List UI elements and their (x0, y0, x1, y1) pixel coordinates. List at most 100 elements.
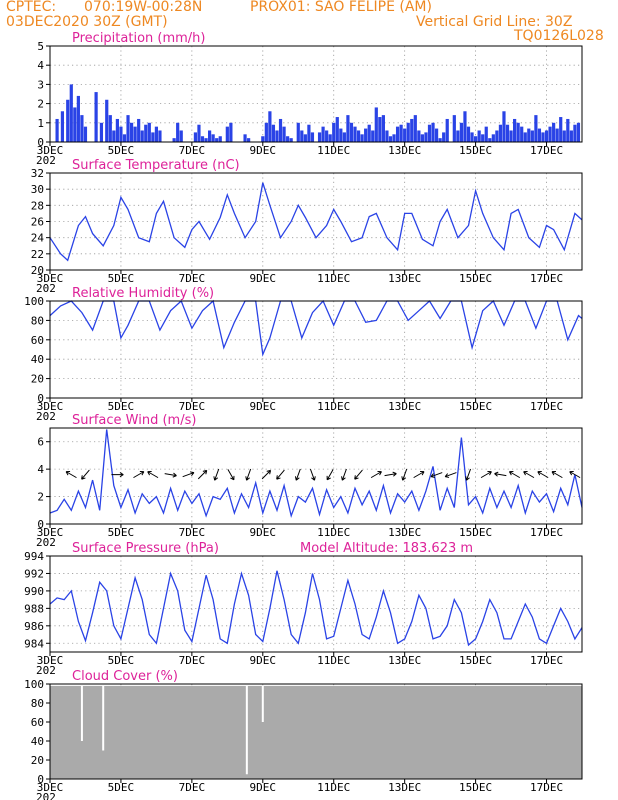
x-tick-label: 9DEC (250, 272, 277, 285)
y-tick-label: 994 (24, 550, 44, 563)
x-tick-label: 15DEC (459, 781, 492, 794)
wind-direction-arrow (494, 471, 507, 477)
panel-title: Surface Wind (m/s) (72, 413, 196, 428)
precip-bar (317, 132, 322, 142)
precip-bar (200, 136, 205, 142)
x-tick-label: 11DEC (317, 526, 350, 539)
x-tick-label: 17DEC (530, 144, 563, 157)
precip-bar (562, 130, 566, 142)
precip-bar (151, 132, 155, 142)
wind-direction-arrow (430, 472, 443, 478)
precip-bar (218, 136, 222, 142)
wind-direction-arrow (465, 468, 472, 481)
precip-bar (381, 115, 385, 142)
wind-direction-arrow (147, 471, 159, 479)
panel-frame (49, 427, 583, 525)
precip-bar (197, 124, 201, 142)
precip-bar (520, 126, 524, 142)
panel-3 (46, 427, 583, 528)
precip-bar (410, 118, 414, 142)
precip-bar (364, 128, 368, 142)
x-tick-label: 5DEC (108, 272, 135, 285)
x-tick-label: 9DEC (250, 400, 277, 413)
x-tick-label: 15DEC (459, 400, 492, 413)
precip-bar (129, 122, 134, 142)
y-tick-label: 60 (31, 334, 44, 347)
y-tick-label: 80 (31, 314, 44, 327)
precip-bar (225, 126, 229, 142)
x-tick-label: 5DEC (108, 781, 135, 794)
precip-bar (73, 107, 77, 142)
precip-bar (278, 118, 283, 142)
precip-bar (573, 124, 577, 142)
precip-bar (140, 130, 144, 142)
precip-bar (154, 126, 158, 142)
y-tick-label: 3 (37, 78, 44, 91)
precip-bar (229, 122, 233, 142)
precip-bar (491, 134, 495, 142)
y-tick-label: 990 (24, 585, 44, 598)
x-tick-label: 13DEC (388, 781, 421, 794)
precip-bar (395, 126, 400, 142)
precip-bar (356, 130, 361, 142)
panel-1 (46, 172, 583, 274)
wind-direction-arrow (480, 471, 492, 479)
precip-bar (339, 128, 343, 142)
year-stub-label: 202 (36, 282, 56, 295)
precip-bar (541, 132, 545, 142)
precip-bar (122, 134, 127, 142)
series-line (49, 299, 583, 357)
y-tick-label: 4 (37, 463, 44, 476)
x-tick-label: 7DEC (179, 144, 206, 157)
cloud-cover-area (50, 685, 582, 779)
header-org: CPTEC: (6, 0, 57, 15)
precip-bar (346, 115, 350, 142)
wind-direction-arrow (401, 468, 408, 481)
panel-frame (49, 172, 583, 271)
precip-bar (275, 130, 279, 142)
wind-direction-arrow (197, 469, 208, 480)
x-tick-label: 13DEC (388, 400, 421, 413)
precip-bar (566, 118, 570, 142)
panel-title: Precipitation (mm/h) (72, 31, 205, 46)
precip-bar (321, 126, 325, 142)
y-tick-label: 22 (31, 248, 44, 261)
precip-bar (530, 130, 534, 142)
y-tick-label: 988 (24, 602, 44, 615)
precip-bar (300, 130, 304, 142)
wind-direction-arrow (213, 468, 220, 481)
precip-bar (335, 117, 339, 142)
precip-bar (403, 128, 407, 142)
precip-bar (282, 126, 286, 142)
wind-direction-arrow (444, 472, 457, 478)
precip-bar (105, 99, 109, 142)
cloud-gap (102, 685, 105, 751)
year-stub-label: 202 (36, 154, 56, 167)
wind-direction-arrow (523, 471, 535, 479)
precip-bar (452, 115, 456, 142)
y-tick-label: 2 (37, 491, 44, 504)
panel-title: Surface Pressure (hPa) (72, 541, 219, 556)
precip-bar (328, 134, 332, 142)
precip-bar (481, 134, 485, 142)
precip-bar (76, 95, 80, 142)
x-tick-label: 11DEC (317, 654, 350, 667)
wind-direction-arrow (182, 471, 195, 478)
precip-bar (559, 117, 563, 142)
wind-direction-arrow (354, 469, 363, 480)
year-stub-label: 202 (36, 536, 56, 549)
precip-bar (420, 134, 424, 142)
y-tick-label: 24 (31, 232, 45, 245)
precip-bar (133, 126, 137, 142)
precip-bar (204, 138, 208, 142)
precip-bar (378, 117, 382, 142)
x-tick-label: 17DEC (530, 526, 563, 539)
x-tick-label: 11DEC (317, 272, 350, 285)
wind-direction-arrow (111, 472, 124, 478)
precip-bar (367, 124, 371, 142)
precip-bar (158, 130, 162, 142)
y-tick-label: 100 (24, 295, 44, 308)
x-tick-label: 15DEC (459, 654, 492, 667)
series-line (49, 182, 583, 262)
x-tick-label: 5DEC (108, 400, 135, 413)
